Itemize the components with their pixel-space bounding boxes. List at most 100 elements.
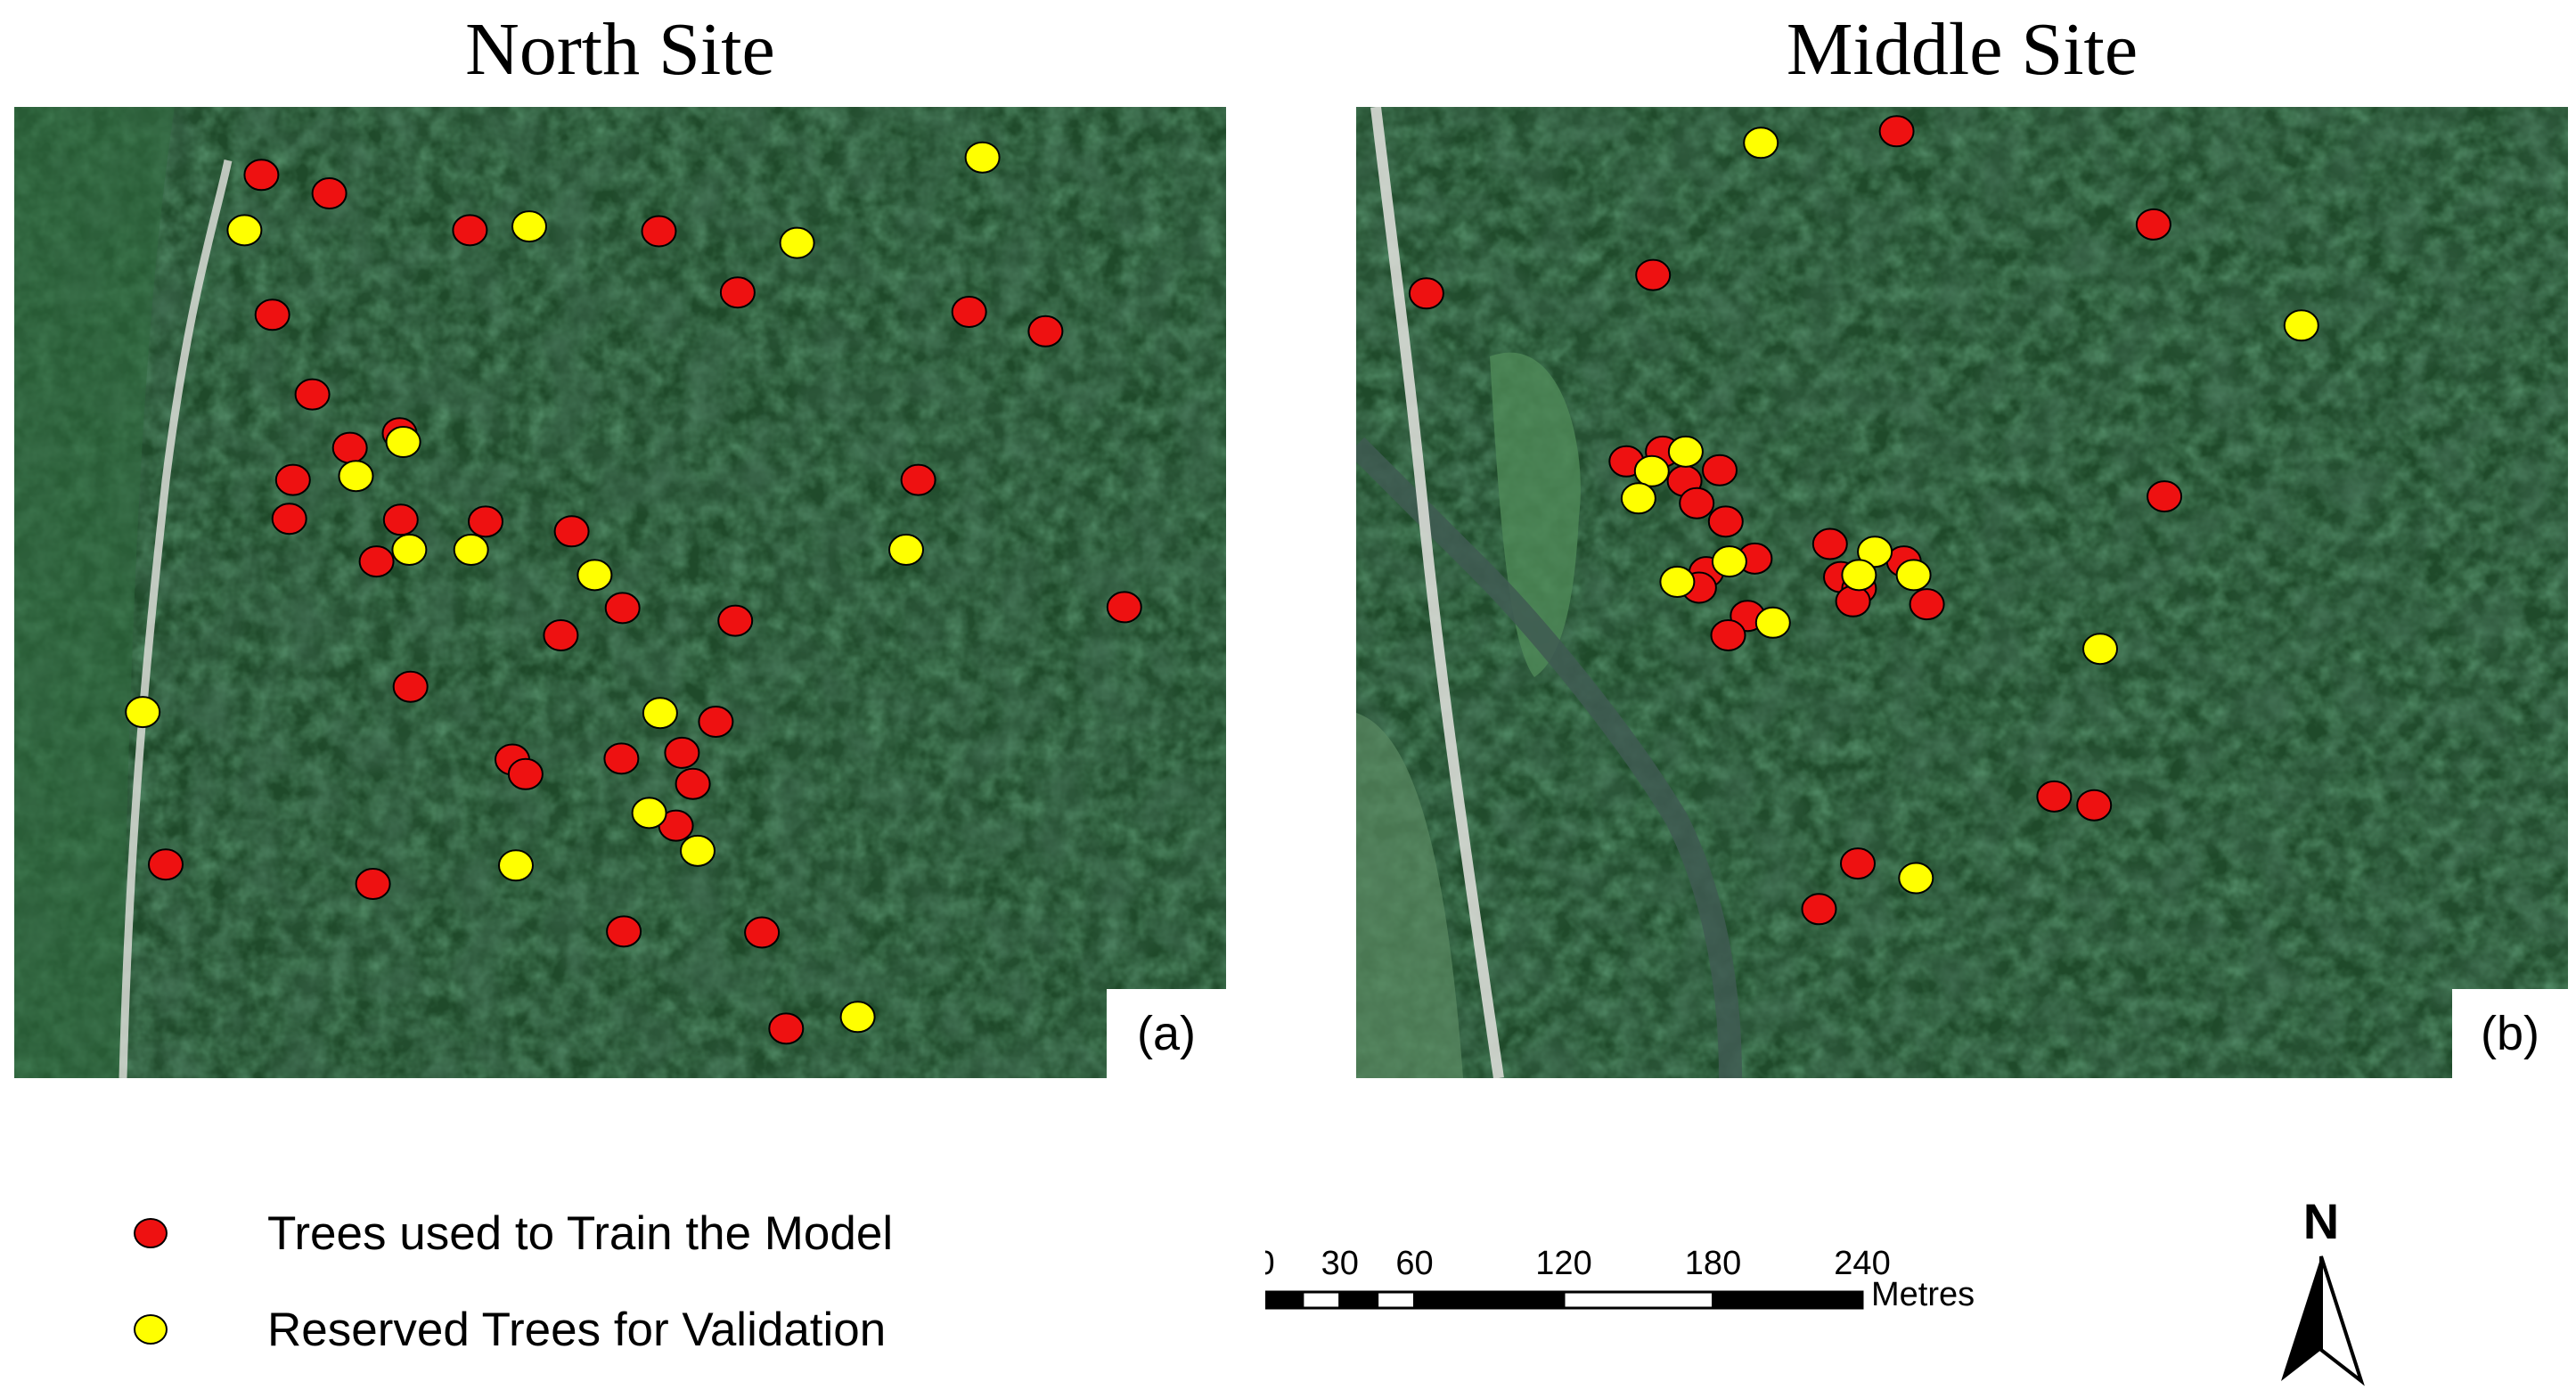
train-tree-point: [900, 463, 936, 496]
validation-tree-point: [1659, 566, 1696, 598]
train-tree-point: [675, 767, 711, 800]
train-tree-point: [148, 848, 184, 881]
validation-tree-point: [1754, 606, 1791, 639]
train-tree-point: [768, 1012, 805, 1045]
validation-tree-point: [1743, 127, 1779, 159]
north-label: N: [2303, 1193, 2339, 1249]
train-tree-point: [1679, 487, 1715, 519]
north-site-title: North Site: [465, 7, 775, 91]
train-tree-point: [1027, 315, 1064, 348]
validation-tree-point: [888, 534, 924, 566]
scale-bar-unit: Metres: [1871, 1276, 1975, 1313]
train-tree-point: [271, 503, 307, 536]
train-tree-point: [717, 604, 754, 637]
train-tree-point: [1408, 277, 1444, 310]
validation-tree-point: [577, 559, 613, 592]
train-tree-point: [1710, 619, 1746, 651]
middle-site-title: Middle Site: [1786, 7, 2138, 91]
train-tree-point: [719, 276, 756, 309]
train-tree-point: [452, 214, 488, 247]
panel-label-a: (a): [1107, 989, 1226, 1078]
train-tree-point: [331, 431, 368, 464]
train-tree-point: [311, 177, 348, 209]
validation-tree-point: [226, 214, 263, 247]
validation-tree-point: [642, 697, 678, 730]
scale-bar-tick-label: 60: [1395, 1245, 1433, 1282]
train-tree-point: [2147, 480, 2183, 513]
meadow: [1356, 713, 1463, 1078]
validation-tree-point: [1841, 559, 1877, 592]
train-tree-point: [604, 592, 641, 625]
scale-bar-segment: [1413, 1290, 1566, 1310]
train-tree-point: [606, 915, 642, 948]
legend-label-validation: Reserved Trees for Validation: [267, 1303, 887, 1356]
train-tree-point: [1702, 454, 1738, 487]
validation-tree-point: [453, 534, 489, 566]
validation-tree-point: [338, 460, 374, 493]
train-tree-point: [1707, 505, 1744, 538]
train-tree-point: [254, 298, 290, 331]
validation-tree-point: [385, 426, 421, 458]
legend-item-train: Trees used to Train the Model: [134, 1185, 893, 1281]
validation-tree-point: [1633, 454, 1670, 487]
validation-tree-point: [1898, 862, 1934, 895]
train-tree-point: [543, 619, 579, 651]
train-tree-point: [468, 505, 503, 538]
scale-bar-segment: [1562, 1290, 1714, 1310]
middle-site-map: (b): [1356, 107, 2568, 1078]
red-dot-icon: [134, 1218, 168, 1248]
validation-tree-point: [391, 534, 428, 566]
validation-tree-point: [2082, 633, 2118, 666]
trail-path: [119, 159, 233, 1078]
validation-tree-point: [680, 834, 716, 867]
scale-bar-tick-label: 180: [1685, 1245, 1741, 1282]
north-arrow: N: [2281, 1193, 2365, 1386]
north-site-points: [125, 141, 1142, 1045]
scale-bar-segment: [1338, 1290, 1379, 1310]
train-tree-point: [603, 742, 640, 775]
legend-label-train: Trees used to Train the Model: [267, 1206, 894, 1260]
north-arrow-right-icon: [2319, 1255, 2365, 1386]
yellow-dot-icon: [134, 1314, 168, 1345]
road: [1370, 107, 1504, 1078]
scale-bar-tick-label: 0: [1265, 1245, 1275, 1282]
train-tree-point: [243, 159, 280, 192]
train-tree-point: [1801, 893, 1837, 926]
train-tree-point: [664, 736, 700, 769]
middle-site-points: [1408, 115, 2319, 926]
validation-tree-point: [1711, 545, 1747, 578]
north-site-imagery: [14, 107, 1226, 1078]
train-tree-point: [294, 378, 331, 411]
train-tree-point: [382, 503, 419, 536]
train-tree-point: [641, 215, 677, 248]
validation-tree-point: [1667, 435, 1704, 468]
legend-item-validation: Reserved Trees for Validation: [134, 1281, 893, 1378]
validation-tree-point: [511, 210, 547, 243]
validation-tree-point: [964, 141, 1001, 174]
train-tree-point: [1106, 591, 1142, 624]
validation-tree-point: [1857, 536, 1893, 568]
scale-bar-tick-label: 120: [1535, 1245, 1591, 1282]
north-site-map: (a): [14, 107, 1226, 1078]
train-tree-point: [392, 670, 429, 703]
validation-tree-point: [498, 849, 534, 882]
train-tree-point: [1635, 258, 1672, 291]
scale-bar-segment: [1301, 1290, 1342, 1310]
validation-tree-point: [2283, 309, 2319, 342]
train-tree-point: [744, 916, 781, 949]
validation-tree-point: [1620, 482, 1656, 515]
validation-tree-point: [779, 226, 815, 259]
train-tree-point: [1840, 847, 1876, 880]
train-tree-point: [1835, 585, 1871, 617]
train-tree-point: [2135, 208, 2171, 241]
train-tree-point: [507, 757, 544, 790]
train-tree-point: [1811, 527, 1848, 560]
scale-bar-segment: [1376, 1290, 1416, 1310]
scale-bar-tick-label: 30: [1321, 1245, 1359, 1282]
scale-bar-segment: [1712, 1290, 1864, 1310]
scale-bar-tick-label: 240: [1834, 1245, 1890, 1282]
train-tree-point: [1909, 588, 1945, 621]
validation-tree-point: [125, 696, 161, 729]
train-tree-point: [1878, 115, 1915, 148]
